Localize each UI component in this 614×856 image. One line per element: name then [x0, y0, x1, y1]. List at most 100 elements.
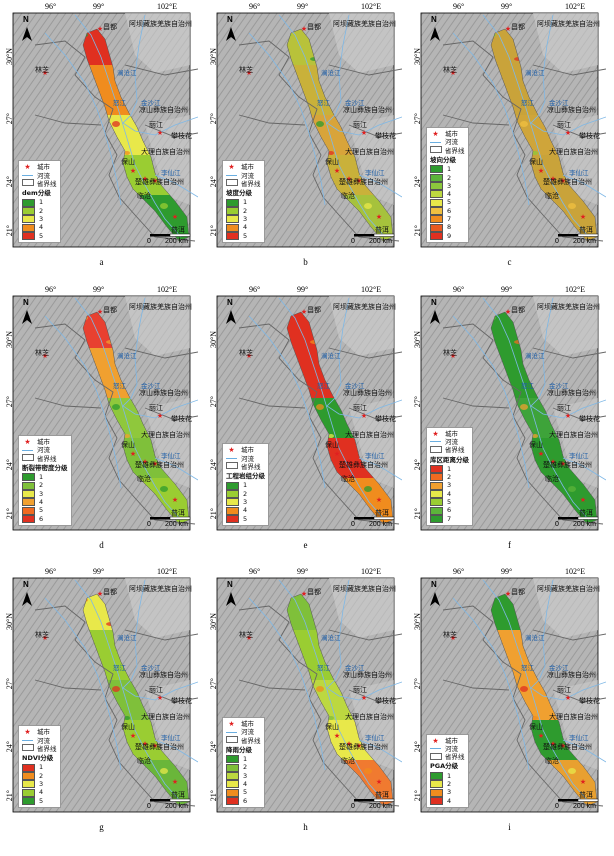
legend-class-label: 4 — [39, 788, 44, 797]
place-label-puer: 普洱 — [375, 226, 389, 234]
north-arrow-icon — [22, 27, 32, 41]
scale-bar — [150, 798, 191, 802]
boundary-box-icon — [226, 179, 238, 188]
river-line — [530, 297, 606, 419]
river-line-icon — [22, 737, 33, 745]
longitude-label: 102°E — [361, 285, 382, 294]
legend-swatch — [430, 514, 443, 523]
river-label-nu: 怒江 — [113, 664, 126, 672]
legend-class-label: 2 — [39, 481, 44, 490]
place-label-changdu: 昌都 — [103, 306, 117, 314]
river-line — [278, 579, 386, 803]
city-marker: ★ — [560, 742, 566, 750]
latitude-label: 24° — [5, 459, 14, 471]
river-line-icon — [430, 438, 441, 446]
longitude-label: 96° — [249, 285, 261, 294]
scale-end: 200 km — [573, 238, 596, 245]
scale-zero: 0 — [147, 521, 151, 528]
legend-class: 9 — [430, 232, 465, 240]
north-label: N — [23, 298, 29, 307]
latitude-label: 24° — [413, 176, 422, 188]
star-icon: ★ — [228, 163, 235, 172]
river-line — [248, 32, 326, 206]
longitude-label: 96° — [45, 2, 57, 11]
river-line — [248, 315, 326, 489]
legend-class-label: 5 — [243, 514, 248, 523]
legend-class-label: 9 — [447, 231, 452, 240]
river-line — [482, 14, 590, 238]
place-label-lincang: 临沧 — [545, 475, 559, 483]
place-label-baoshan: 保山 — [121, 723, 135, 731]
legend-row-province: 省界线 — [430, 752, 465, 761]
city-marker: ★ — [142, 175, 148, 183]
legend-row-river: 河流 — [22, 172, 57, 180]
place-label-puer: 普洱 — [171, 791, 185, 799]
longitude-label: 99° — [297, 567, 309, 576]
river-line — [326, 579, 402, 701]
legend-class: 5 — [226, 515, 265, 523]
river-line — [154, 739, 198, 763]
legend-swatch — [22, 206, 35, 215]
legend-class-label: 2 — [39, 771, 44, 780]
map-panel-g: ★ ★ ★ ★ ★ ★ ★ N 0 200 km 96° 99° 102°E 30°N 27° 24° 21° 昌… — [5, 567, 198, 820]
legend-swatch — [430, 206, 443, 215]
legend-class-label: 2 — [447, 173, 452, 182]
latitude-label: 30°N — [209, 331, 218, 348]
legend-row-city: ★ 城市 — [22, 728, 57, 736]
scale-zero: 0 — [351, 803, 355, 810]
star-icon: ★ — [432, 130, 439, 139]
city-marker: ★ — [550, 175, 556, 183]
river-line — [326, 14, 402, 136]
north-arrow-icon — [430, 310, 440, 324]
scale-end: 200 km — [369, 803, 392, 810]
boundary-box-icon — [22, 454, 34, 463]
latitude-label: 24° — [413, 459, 422, 471]
legend-class-label: 2 — [39, 206, 44, 215]
city-marker: ★ — [157, 412, 163, 420]
longitude-label: 102°E — [565, 567, 586, 576]
legend-swatch — [430, 223, 443, 232]
legend-swatch — [22, 763, 35, 772]
place-label-lincang: 临沧 — [137, 475, 151, 483]
river-line — [562, 457, 606, 481]
north-label: N — [227, 15, 233, 24]
legend-swatch — [226, 514, 239, 523]
legend-row-river: 河流 — [430, 138, 465, 146]
legend: ★ 城市 河流 省界线 坡度分级 1 2 3 4 5 — [222, 160, 265, 243]
river-line — [74, 579, 182, 803]
legend-row-city: ★ 城市 — [430, 737, 465, 745]
city-marker: ★ — [152, 742, 158, 750]
river-line — [452, 597, 530, 771]
boundary-box-icon — [22, 744, 34, 753]
legend-class-label: 4 — [243, 223, 248, 232]
place-label-aba: 阿坝藏族羌族自治州 — [333, 585, 396, 593]
city-marker: ★ — [505, 308, 511, 316]
place-label-lijiang: 丽江 — [353, 686, 367, 694]
panel-label: i — [508, 822, 511, 832]
legend-class: 2 — [22, 772, 57, 780]
legend-class: 5 — [22, 232, 57, 240]
city-marker: ★ — [152, 177, 158, 185]
legend-swatch — [22, 771, 35, 780]
legend-label: 河流 — [241, 171, 254, 180]
place-label-panzhihua: 攀枝花 — [375, 415, 396, 423]
legend-swatch — [226, 231, 239, 240]
longitude-label: 99° — [501, 567, 513, 576]
panel-label: e — [303, 540, 308, 550]
place-label-puer: 普洱 — [579, 791, 593, 799]
latitude-label: 30°N — [5, 331, 14, 348]
place-label-changdu: 昌都 — [511, 306, 525, 314]
place-label-linzhi: 林芝 — [443, 66, 457, 74]
legend-class: 2 — [226, 763, 261, 772]
legend-row-river: 河流 — [22, 737, 57, 745]
legend-label: 省界线 — [241, 736, 261, 745]
latitude-label: 24° — [209, 741, 218, 753]
place-label-puer: 普洱 — [579, 509, 593, 517]
place-label-aba: 阿坝藏族羌族自治州 — [129, 585, 192, 593]
place-label-dali: 大理白族自治州 — [141, 148, 190, 156]
scale-end: 200 km — [369, 238, 392, 245]
place-label-liangshan: 凉山彝族自治州 — [343, 106, 392, 114]
panel-label: a — [99, 257, 104, 267]
place-label-baoshan: 保山 — [121, 158, 135, 166]
legend-class-label: 4 — [39, 498, 44, 507]
